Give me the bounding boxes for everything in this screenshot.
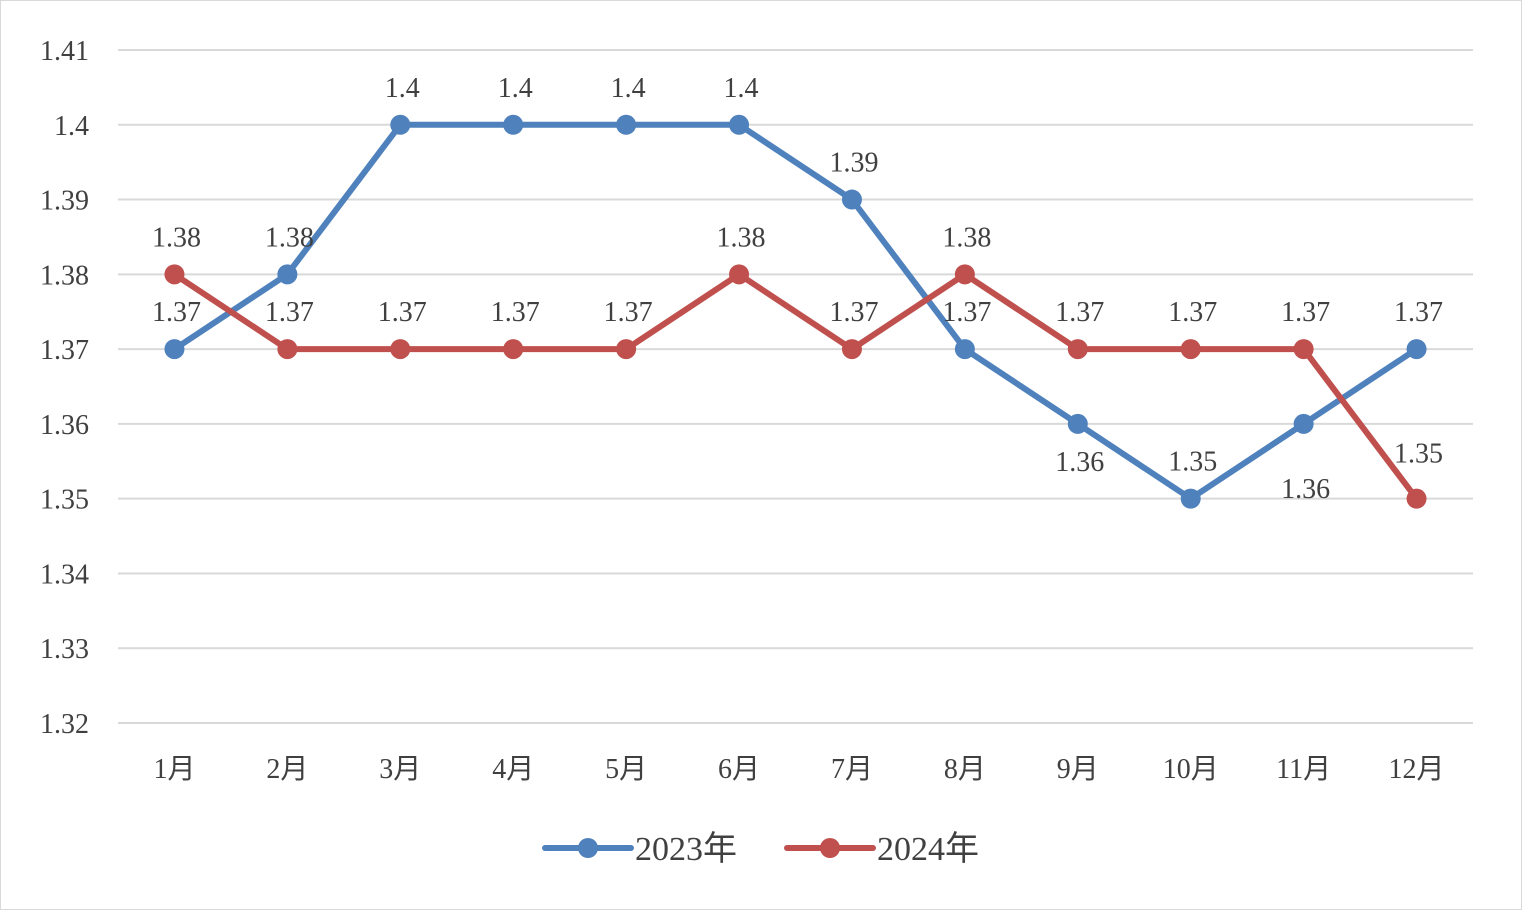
data-label-2024: 1.37: [604, 297, 653, 328]
data-label-2024: 1.37: [1168, 297, 1217, 328]
data-label-2023: 1.4: [724, 73, 759, 104]
data-label-2024: 1.37: [265, 297, 314, 328]
data-label-2024: 1.35: [1394, 439, 1443, 470]
x-tick-label: 4月: [492, 754, 534, 785]
data-label-2023: 1.37: [152, 297, 201, 328]
data-label-2024: 1.37: [491, 297, 540, 328]
x-tick-label: 9月: [1057, 754, 1099, 785]
data-point: [1406, 339, 1427, 360]
y-tick-label: 1.36: [40, 410, 89, 441]
data-point: [841, 189, 862, 210]
data-label-2024: 1.38: [152, 222, 201, 253]
y-tick-label: 1.39: [40, 186, 89, 217]
x-tick-label: 10月: [1163, 754, 1219, 785]
data-point: [1293, 413, 1314, 434]
data-label-2024: 1.37: [1055, 297, 1104, 328]
data-point: [729, 114, 750, 135]
data-label-2024: 1.37: [829, 297, 878, 328]
data-point: [503, 339, 524, 360]
y-tick-label: 1.38: [40, 260, 89, 291]
x-tick-label: 2月: [266, 754, 308, 785]
data-point: [390, 114, 411, 135]
legend-label-1: 2023年: [635, 830, 737, 868]
x-tick-label: 11月: [1276, 754, 1331, 785]
data-point: [503, 114, 524, 135]
data-point: [164, 264, 185, 285]
data-label-2023: 1.4: [611, 73, 646, 104]
data-point: [1067, 339, 1088, 360]
y-tick-label: 1.35: [40, 485, 89, 516]
data-label-2024: 1.37: [1281, 297, 1330, 328]
data-point: [1180, 488, 1201, 509]
y-tick-label: 1.41: [40, 36, 89, 67]
legend-marker-2: [820, 838, 840, 858]
data-label-2023: 1.38: [265, 222, 314, 253]
data-point: [841, 339, 862, 360]
data-label-2024: 1.38: [942, 222, 991, 253]
data-label-2023: 1.36: [1055, 447, 1104, 478]
data-point: [390, 339, 411, 360]
data-point: [164, 339, 185, 360]
data-point: [277, 339, 298, 360]
data-point: [616, 114, 637, 135]
series-line-2: [171, 271, 1420, 502]
data-label-2024: 1.37: [378, 297, 427, 328]
legend-marker-1: [578, 838, 598, 858]
data-point: [729, 264, 750, 285]
x-tick-label: 12月: [1389, 754, 1445, 785]
data-point: [1180, 339, 1201, 360]
y-tick-label: 1.33: [40, 634, 89, 665]
data-label-2023: 1.4: [498, 73, 533, 104]
y-tick-label: 1.4: [54, 111, 89, 142]
x-tick-label: 8月: [944, 754, 986, 785]
data-label-2023: 1.35: [1168, 447, 1217, 478]
data-label-2023: 1.39: [829, 148, 878, 179]
x-tick-label: 6月: [718, 754, 760, 785]
data-label-2023: 1.36: [1281, 474, 1330, 505]
data-point: [954, 264, 975, 285]
data-point: [954, 339, 975, 360]
x-tick-label: 1月: [153, 754, 195, 785]
data-point: [1406, 488, 1427, 509]
data-label-2023: 1.4: [385, 73, 420, 104]
x-tick-label: 5月: [605, 754, 647, 785]
data-label-2023: 1.37: [942, 297, 991, 328]
x-tick-label: 7月: [831, 754, 873, 785]
data-point: [1067, 413, 1088, 434]
y-tick-label: 1.37: [40, 335, 89, 366]
data-label-2023: 1.37: [1394, 297, 1443, 328]
legend-label-2: 2024年: [877, 830, 979, 868]
data-point: [616, 339, 637, 360]
y-tick-label: 1.32: [40, 709, 89, 740]
x-tick-label: 3月: [379, 754, 421, 785]
data-point: [1293, 339, 1314, 360]
data-point: [277, 264, 298, 285]
series-line-1: [171, 121, 1420, 502]
y-tick-label: 1.34: [40, 559, 89, 590]
data-label-2024: 1.38: [717, 222, 766, 253]
